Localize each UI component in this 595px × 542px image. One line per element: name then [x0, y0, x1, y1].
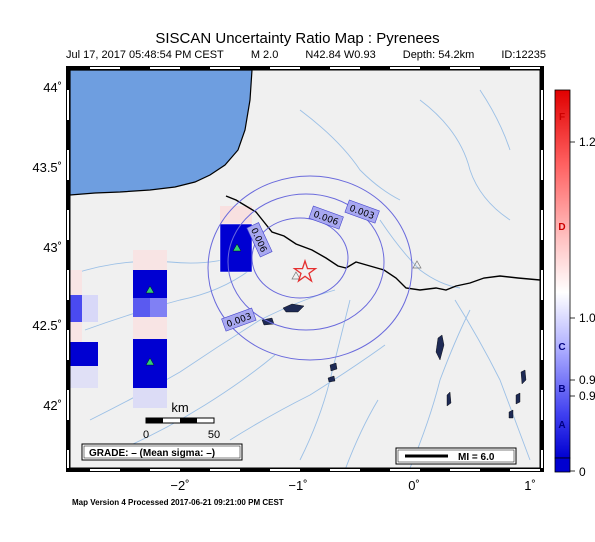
- event-location: N42.84 W0.93: [305, 49, 376, 61]
- scale-tick: 50: [208, 429, 220, 441]
- grade-letter: A: [558, 420, 565, 431]
- uncertainty-contours: [207, 175, 413, 361]
- lat-tick-label: 42.5˚: [32, 318, 62, 333]
- scale-label: km: [171, 400, 188, 415]
- event-depth: Depth: 54.2km: [402, 49, 475, 61]
- colorbar-value: 1.0: [579, 311, 595, 325]
- lat-tick-label: 42˚: [43, 398, 62, 413]
- station-icon: [145, 285, 155, 294]
- uncertainty-cells: [70, 206, 253, 408]
- latitude-labels: 44˚ 43.5˚ 43˚ 42.5˚ 42˚: [32, 80, 62, 413]
- event-magnitude: M 2.0: [250, 49, 279, 61]
- colorbar-value: 0.9: [579, 389, 595, 403]
- map-title: SISCAN Uncertainty Ratio Map : Pyrenees: [155, 30, 440, 47]
- grade-letter: C: [558, 342, 565, 353]
- grade-letter: D: [558, 222, 565, 233]
- mi-text: MI = 6.0: [458, 452, 495, 463]
- event-datetime: Jul 17, 2017 05:48:54 PM CEST: [66, 49, 224, 61]
- scale-bar: km 0 50: [143, 400, 220, 441]
- frame-border: [66, 66, 544, 472]
- colorbar-value: 1.2: [579, 135, 595, 149]
- lon-tick-label: 0˚: [408, 478, 420, 493]
- event-id: ID:12235: [501, 49, 546, 61]
- station-icon: [145, 357, 155, 366]
- lat-tick-label: 43.5˚: [32, 160, 62, 175]
- border-line: [225, 195, 540, 291]
- lat-tick-label: 44˚: [43, 80, 62, 95]
- rivers: [70, 89, 531, 468]
- colorbar-value: 0.9: [579, 373, 595, 387]
- mi-legend: MI = 6.0: [395, 447, 517, 465]
- longitude-labels: −2˚ −1˚ 0˚ 1˚: [170, 478, 535, 493]
- colorbar-value: 0: [579, 465, 586, 479]
- lon-tick-label: −2˚: [170, 478, 189, 493]
- lakes: [261, 303, 527, 419]
- station-icon: [291, 271, 301, 280]
- colorbar: F D C B A 1.2 1.0 0.9 0.9 0: [554, 89, 595, 479]
- grade-letter: B: [558, 384, 565, 395]
- lon-tick-label: −1˚: [288, 478, 307, 493]
- scale-tick: 0: [143, 429, 149, 441]
- station-icon: [232, 243, 242, 252]
- lat-tick-label: 43˚: [43, 240, 62, 255]
- lon-tick-label: 1˚: [524, 478, 536, 493]
- map-footer: Map Version 4 Processed 2017-06-21 09:21…: [72, 498, 284, 507]
- station-icon: [412, 260, 422, 269]
- grade-text: GRADE: – (Mean sigma: –): [89, 448, 215, 459]
- event-info: Jul 17, 2017 05:48:54 PM CEST M 2.0 N42.…: [66, 49, 546, 61]
- sea-area: [70, 70, 253, 196]
- grade-letter: F: [559, 112, 565, 123]
- grade-box: GRADE: – (Mean sigma: –): [81, 443, 243, 461]
- map-area: [70, 70, 540, 468]
- epicenter-star-icon: [292, 258, 318, 283]
- station-markers: [145, 243, 422, 366]
